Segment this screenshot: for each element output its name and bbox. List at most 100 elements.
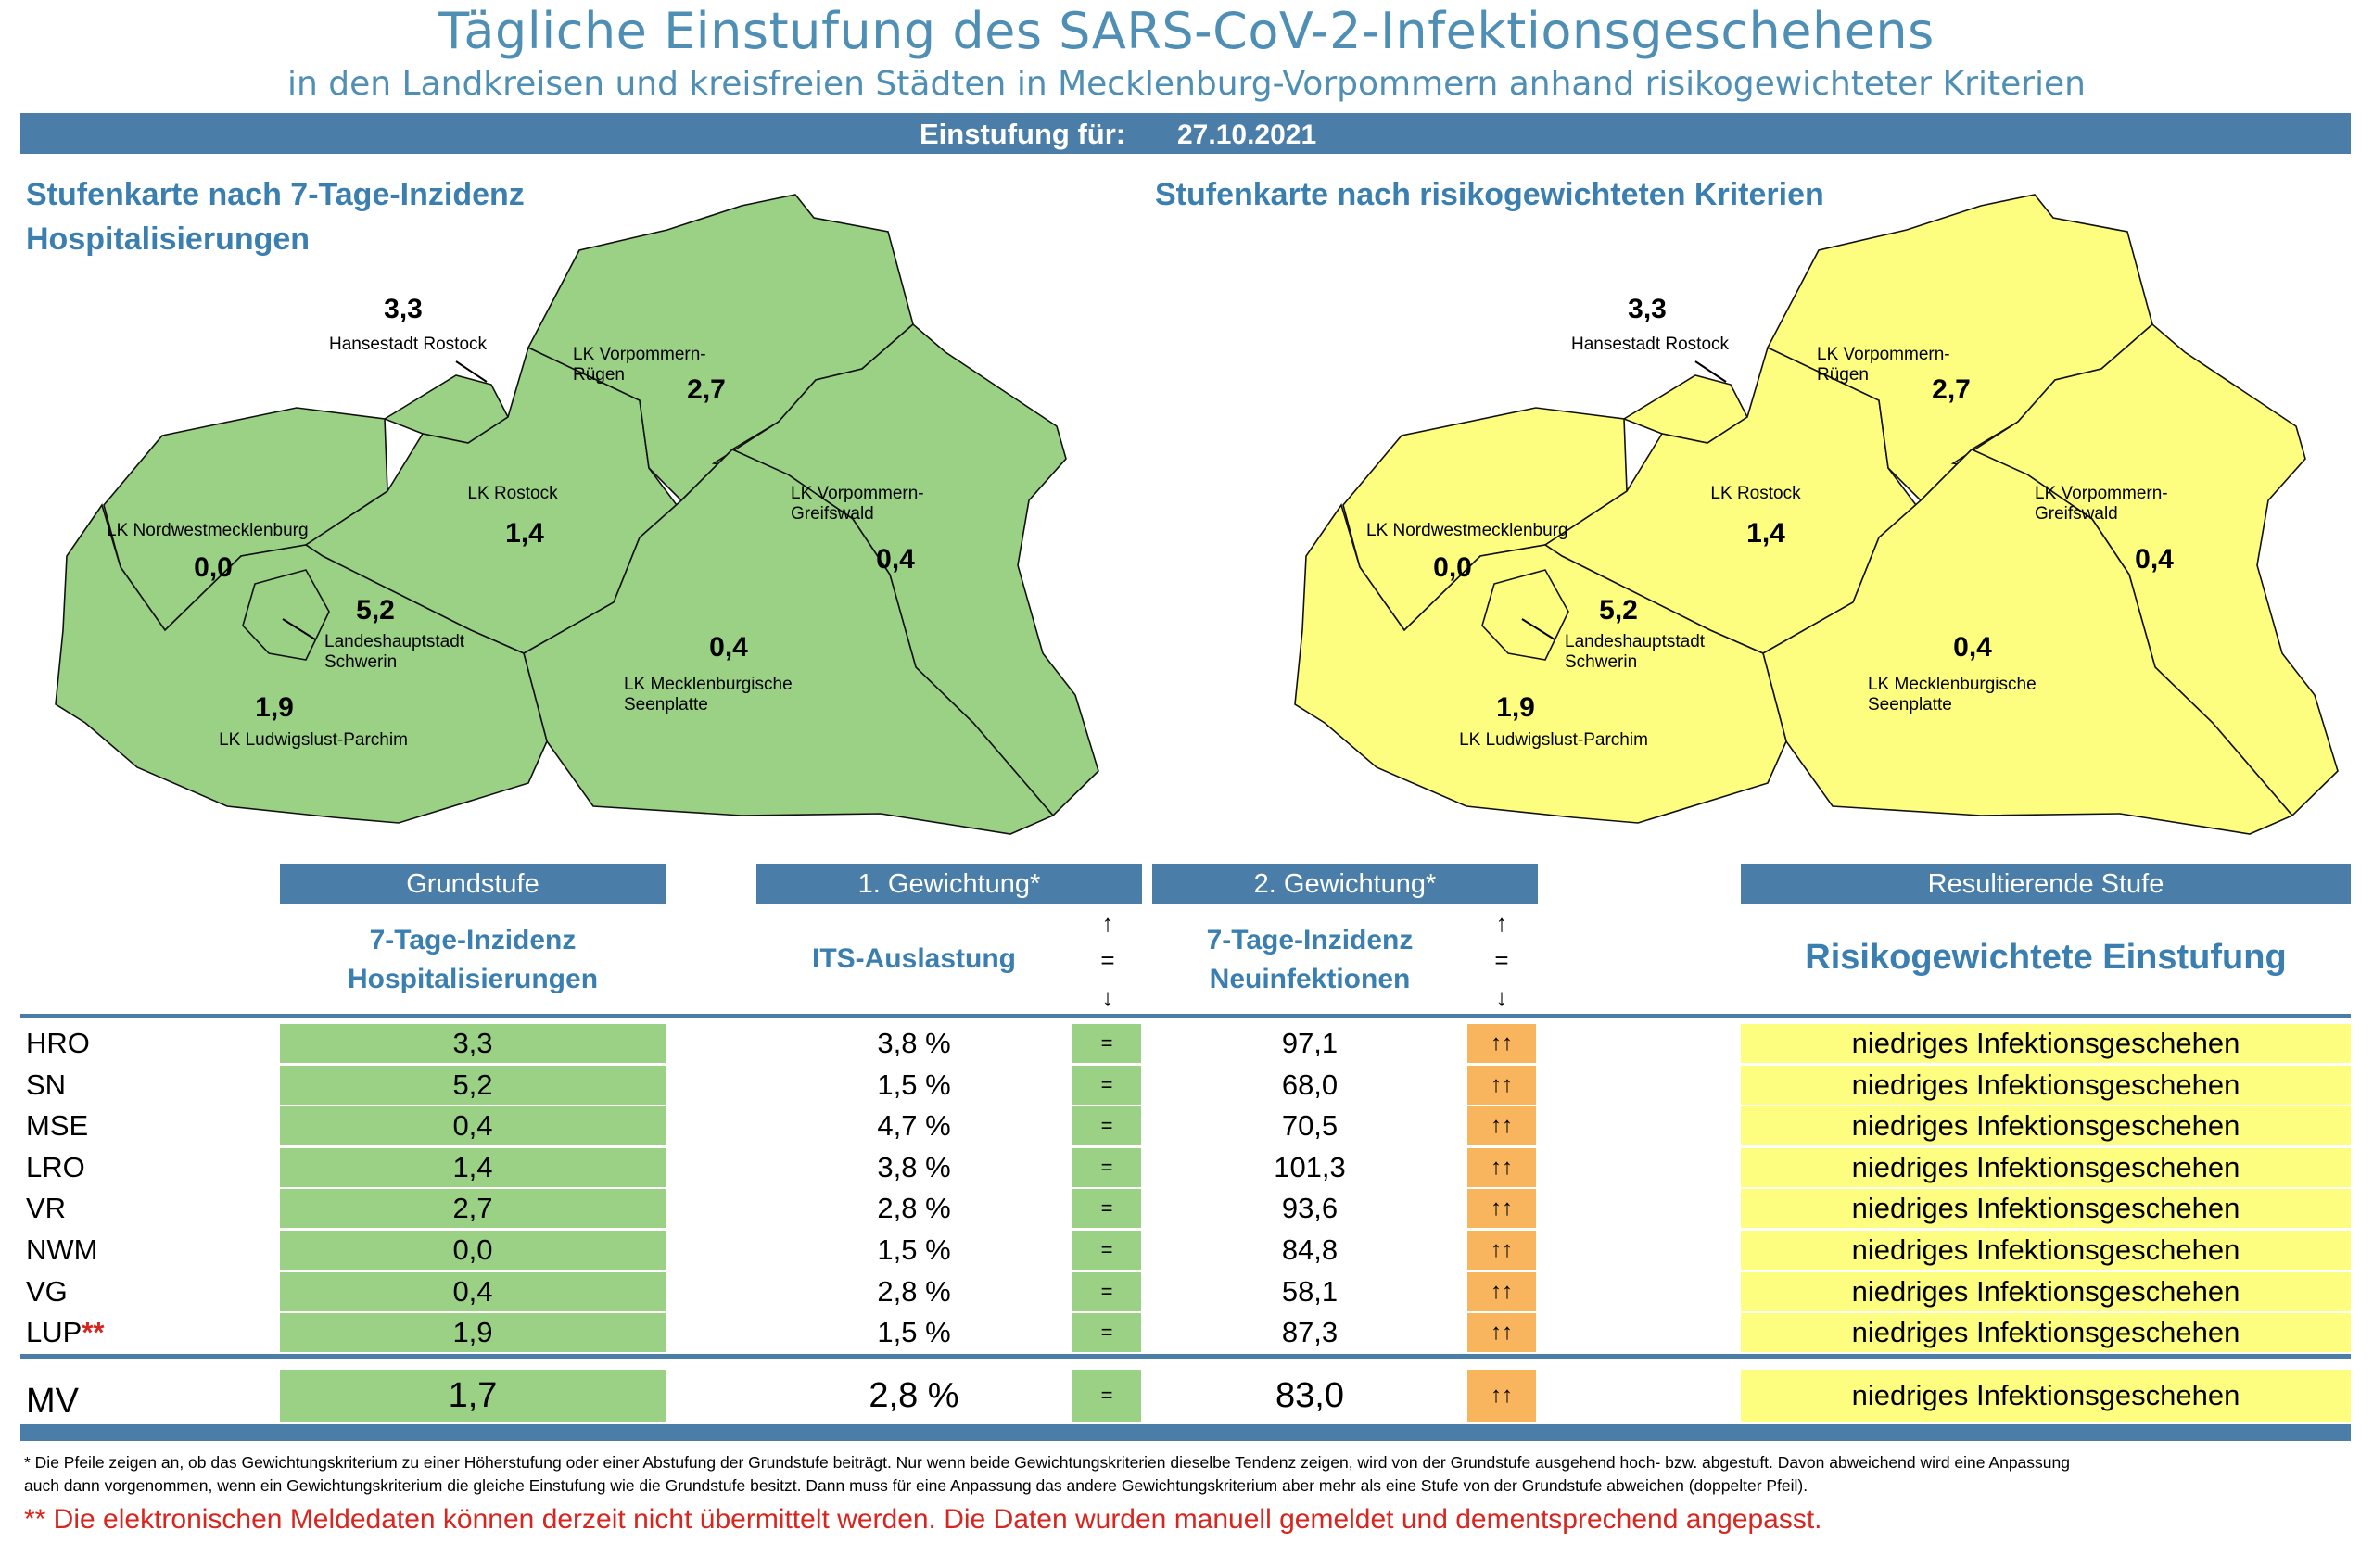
vr-value: 2,7	[1932, 374, 1971, 405]
page-title: Tägliche Einstufung des SARS-CoV-2-Infek…	[438, 2, 1935, 60]
mse-name-line2: Seenplatte	[624, 695, 708, 714]
subheader-neu-line2: Neuinfektionen	[1209, 964, 1411, 994]
lup-value: 1,9	[255, 692, 294, 723]
subheader-grund-line2: Hospitalisierungen	[347, 964, 599, 994]
mse-value: 0,4	[1953, 632, 1992, 663]
mse-name-line2: Seenplatte	[1868, 695, 1952, 714]
region-lup	[55, 503, 548, 824]
sn-value: 5,2	[356, 595, 395, 626]
vg-value: 0,4	[876, 544, 915, 575]
neu-trend-cell: ↑↑	[1467, 1106, 1536, 1145]
row-code: LUP**	[26, 1313, 104, 1352]
header-grundstufe: Grundstufe	[280, 864, 666, 904]
result-cell: niedriges Infektionsgeschehen	[1741, 1066, 2351, 1105]
hro-name: Hansestadt Rostock	[1571, 335, 1730, 354]
vr-value: 2,7	[687, 374, 726, 405]
map-left-title-line1: Stufenkarte nach 7-Tage-Inzidenz	[26, 177, 525, 212]
subheader-risk: Risikogewichtete Einstufung	[1805, 938, 2287, 977]
subheader-grund-line1: 7-Tage-Inzidenz	[369, 925, 577, 955]
lup-name: LK Ludwigslust-Parchim	[1459, 730, 1648, 750]
hro-value: 3,3	[384, 294, 423, 324]
lup-value: 1,9	[1496, 692, 1535, 723]
date-bar: Einstufung für: 27.10.2021	[20, 113, 2351, 154]
result-cell: niedriges Infektionsgeschehen	[1741, 1024, 2351, 1063]
row-code-label: SN	[26, 1069, 67, 1101]
total-neu-trend: ↑↑	[1467, 1370, 1536, 1422]
result-cell: niedriges Infektionsgeschehen	[1741, 1189, 2351, 1228]
vg-value: 0,4	[2135, 544, 2174, 575]
its-cell: 2,8 %	[877, 1275, 951, 1308]
grund-cell: 1,9	[280, 1313, 666, 1352]
mse-name-line1: LK Mecklenburgische	[624, 675, 793, 694]
map-left-title: Stufenkarte nach 7-Tage-Inzidenz Hospita…	[26, 172, 525, 261]
neu-cell: 58,1	[1281, 1275, 1339, 1308]
neu-cell: 84,8	[1281, 1233, 1339, 1266]
its-cell: 4,7 %	[877, 1109, 951, 1142]
arrow-down-icon: ↓	[1101, 983, 1114, 1011]
subheader-grundstufe: 7-Tage-Inzidenz Hospitalisierungen	[280, 921, 666, 999]
row-code-label: HRO	[26, 1027, 90, 1059]
hro-name: Hansestadt Rostock	[329, 335, 488, 354]
its-cell: 3,8 %	[877, 1151, 951, 1183]
lup-name: LK Ludwigslust-Parchim	[219, 730, 408, 750]
vr-name-line1: LK Vorpommern-	[573, 345, 706, 364]
row-code-label: LRO	[26, 1151, 85, 1183]
its-trend-cell: =	[1072, 1106, 1141, 1145]
vg-name-line2: Greifswald	[2035, 504, 2118, 524]
equal-icon: =	[1100, 946, 1115, 974]
result-cell: niedriges Infektionsgeschehen	[1741, 1272, 2351, 1311]
arrow-up-icon: ↑	[1495, 909, 1508, 937]
arrow-up-icon: ↑	[1101, 909, 1114, 937]
lro-name: LK Rostock	[467, 484, 558, 503]
result-cell: niedriges Infektionsgeschehen	[1741, 1231, 2351, 1270]
grund-cell: 2,7	[280, 1189, 666, 1228]
table-top-line	[20, 1014, 2351, 1018]
its-cell: 1,5 %	[877, 1069, 951, 1101]
neu-cell: 97,1	[1281, 1027, 1339, 1059]
row-code-label: MSE	[26, 1109, 89, 1142]
page-subtitle: in den Landkreisen und kreisfreien Städt…	[287, 65, 2086, 103]
neu-cell: 93,6	[1281, 1192, 1339, 1224]
map-left: 3,3 Hansestadt Rostock LK Vorpommern- Rü…	[55, 194, 1099, 835]
footnote-line2: auch dann vorgenommen, wenn ein Gewichtu…	[24, 1476, 1808, 1495]
grund-cell: 0,4	[280, 1272, 666, 1311]
its-trend-cell: =	[1072, 1066, 1141, 1105]
lro-name: LK Rostock	[1710, 484, 1801, 503]
total-neu-cell: 83,0	[1275, 1376, 1344, 1415]
footnote: * Die Pfeile zeigen an, ob das Gewichtun…	[24, 1451, 2351, 1498]
neu-trend-cell: ↑↑	[1467, 1313, 1536, 1352]
map-right: 3,3 Hansestadt Rostock LK Vorpommern- Rü…	[1294, 194, 2339, 835]
nwm-name: LK Nordwestmecklenburg	[107, 521, 309, 540]
lro-value: 1,4	[1746, 518, 1785, 549]
its-cell: 1,5 %	[877, 1233, 951, 1266]
region-mse	[523, 449, 1055, 835]
hro-value: 3,3	[1628, 294, 1667, 324]
row-code: NWM	[26, 1231, 97, 1270]
its-cell: 2,8 %	[877, 1192, 951, 1224]
nwm-value: 0,0	[1433, 552, 1472, 583]
arrow-down-icon: ↓	[1495, 983, 1508, 1011]
lro-value: 1,4	[505, 518, 544, 549]
map-left-title-line2: Hospitalisierungen	[26, 221, 311, 257]
result-cell: niedriges Infektionsgeschehen	[1741, 1148, 2351, 1187]
row-code-label: VG	[26, 1275, 68, 1308]
its-trend-cell: =	[1072, 1313, 1141, 1352]
sn-name-line1: Landeshauptstadt	[324, 632, 465, 651]
map-left-regions	[55, 194, 1099, 835]
neu-trend-cell: ↑↑	[1467, 1066, 1536, 1105]
header-resultierend: Resultierende Stufe	[1741, 864, 2351, 904]
map-right-regions	[1294, 194, 2339, 835]
mse-value: 0,4	[709, 632, 748, 663]
vr-name-line2: Rügen	[573, 365, 625, 385]
header-gewichtung1: 1. Gewichtung*	[756, 864, 1142, 904]
row-code: VR	[26, 1189, 66, 1228]
hro-leader-line	[1694, 360, 1727, 383]
total-its-cell: 2,8 %	[869, 1376, 959, 1415]
neu-trend-cell: ↑↑	[1467, 1272, 1536, 1311]
equal-icon: =	[1494, 946, 1509, 974]
vg-name-line2: Greifswald	[791, 504, 874, 524]
grund-cell: 0,0	[280, 1231, 666, 1270]
map-right-labels: 3,3 Hansestadt Rostock LK Vorpommern- Rü…	[1366, 294, 2174, 750]
sn-name-line1: Landeshauptstadt	[1565, 632, 1706, 651]
result-cell: niedriges Infektionsgeschehen	[1741, 1106, 2351, 1145]
